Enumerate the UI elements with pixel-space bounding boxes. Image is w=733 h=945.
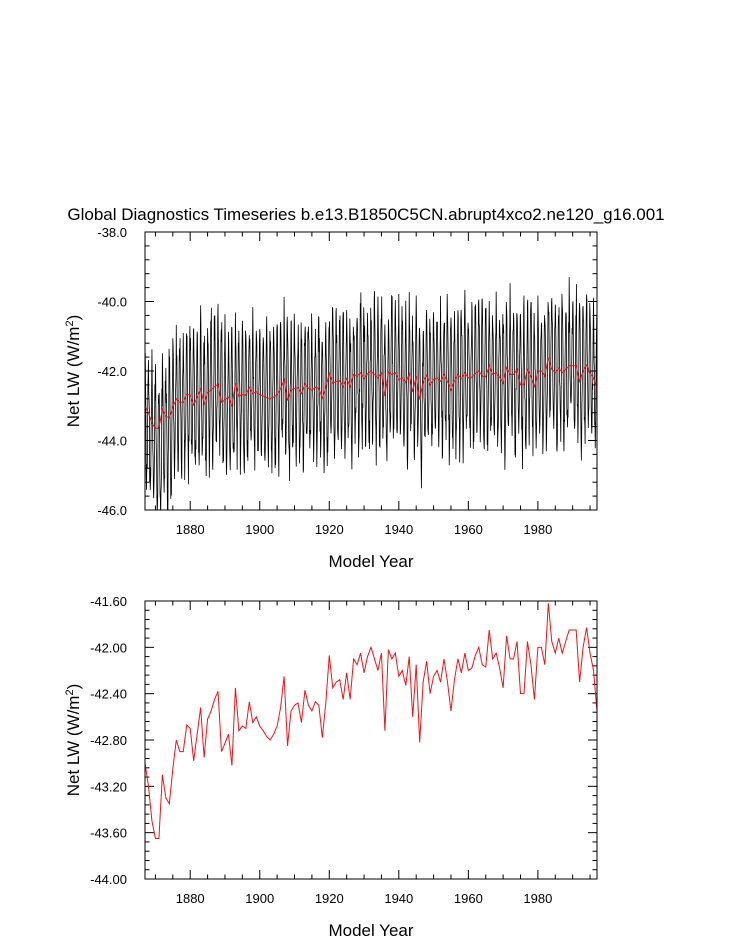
bottom-x-tick-label: 1980 xyxy=(523,891,552,906)
top-y-tick-label: -44.0 xyxy=(97,434,127,449)
bottom-y-axis-label-main: Net LW (W/m xyxy=(64,696,83,797)
bottom-y-tick-label: -43.20 xyxy=(90,779,127,794)
bottom-x-tick-label: 1900 xyxy=(245,891,274,906)
chart-title: Global Diagnostics Timeseries b.e13.B185… xyxy=(67,205,664,224)
top-chart-frame xyxy=(144,231,598,511)
annual-mean-series-line xyxy=(145,357,597,429)
top-x-tick-label: 1940 xyxy=(384,522,413,537)
top-y-axis-label-main: Net LW (W/m xyxy=(64,327,83,428)
top-y-tick-label: -46.0 xyxy=(97,503,127,518)
bottom-y-axis-label-sup: 2 xyxy=(64,689,76,695)
bottom-y-tick-label: -43.60 xyxy=(90,826,127,841)
bottom-x-tick-label: 1940 xyxy=(384,891,413,906)
bottom-chart-ticks: 1880 1900 1920 1940 1960 1980 -44.00 -43.60 -43.… xyxy=(90,594,597,906)
bottom-x-tick-label: 1880 xyxy=(176,891,205,906)
top-x-tick-label: 1960 xyxy=(454,522,483,537)
top-y-tick-label: -38.0 xyxy=(97,225,127,240)
bottom-x-tick-label: 1960 xyxy=(454,891,483,906)
bottom-y-axis-label: Net LW (W/m2) xyxy=(64,684,83,797)
top-y-tick-label: -40.0 xyxy=(97,295,127,310)
top-y-tick-label: -42.0 xyxy=(97,364,127,379)
bottom-y-tick-label: -42.40 xyxy=(90,687,127,702)
bottom-y-axis-label-close: ) xyxy=(64,684,83,690)
top-x-tick-label: 1900 xyxy=(245,522,274,537)
bottom-chart: 1880 1900 1920 1940 1960 1980 -44.00 -43.60 -43.… xyxy=(64,594,598,940)
bottom-chart-plot-area xyxy=(145,603,597,839)
top-chart-ticks: 1880 1900 1920 1940 1960 1980 -46.0 -44.0 -42.0 -… xyxy=(97,225,597,537)
top-chart-plot-area xyxy=(145,276,597,510)
annual-mean-series-line xyxy=(145,603,597,839)
top-y-axis-label-close: ) xyxy=(64,315,83,321)
top-x-tick-label: 1980 xyxy=(523,522,552,537)
bottom-y-tick-label: -44.00 xyxy=(90,872,127,887)
monthly-series-line xyxy=(145,276,597,510)
bottom-y-tick-label: -42.80 xyxy=(90,733,127,748)
top-x-tick-label: 1880 xyxy=(176,522,205,537)
top-y-axis-label-sup: 2 xyxy=(64,320,76,326)
bottom-chart-frame xyxy=(144,600,598,880)
top-x-tick-label: 1920 xyxy=(315,522,344,537)
top-x-axis-label: Model Year xyxy=(328,552,413,571)
top-chart: Global Diagnostics Timeseries b.e13.B185… xyxy=(64,205,665,571)
bottom-x-tick-label: 1920 xyxy=(315,891,344,906)
top-y-axis-label: Net LW (W/m2) xyxy=(64,315,83,428)
bottom-x-axis-label: Model Year xyxy=(328,921,413,940)
bottom-y-tick-label: -41.60 xyxy=(90,594,127,609)
bottom-y-tick-label: -42.00 xyxy=(90,640,127,655)
